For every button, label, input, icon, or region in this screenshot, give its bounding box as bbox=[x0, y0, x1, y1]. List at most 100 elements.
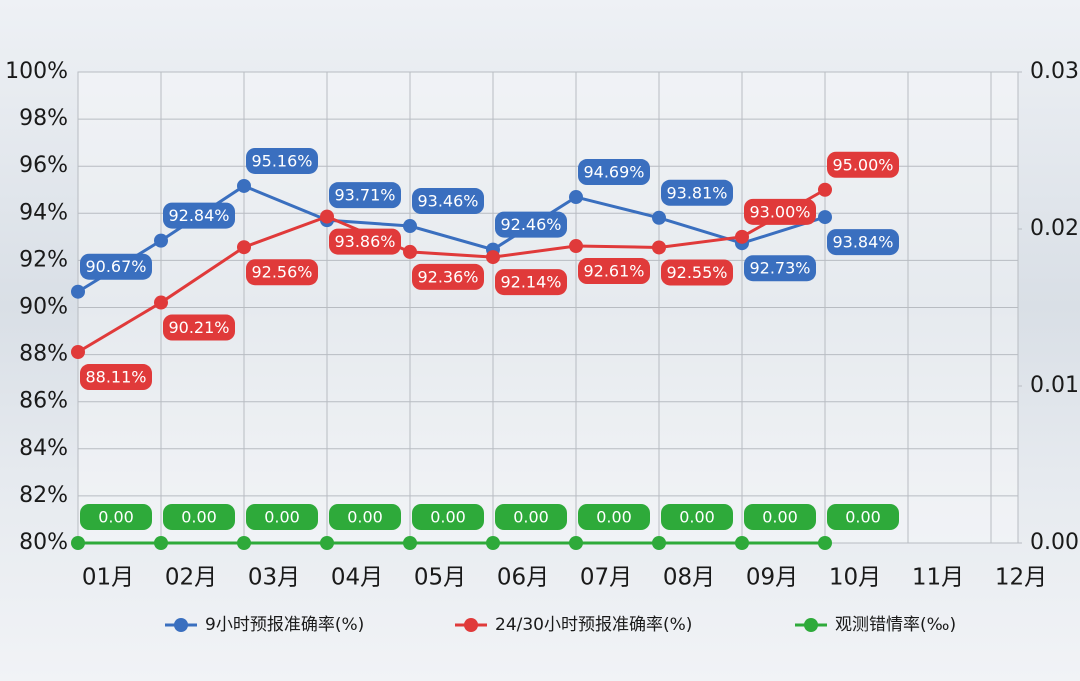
data-point bbox=[735, 536, 749, 550]
data-label: 90.67% bbox=[85, 257, 146, 276]
label-bubble bbox=[661, 504, 733, 530]
y-tick-label: 100% bbox=[5, 59, 68, 84]
data-point bbox=[403, 244, 417, 259]
data-point bbox=[569, 536, 583, 550]
data-point bbox=[569, 190, 583, 205]
label-bubble bbox=[246, 259, 318, 286]
label-bubble bbox=[495, 504, 567, 530]
label-bubble bbox=[744, 504, 816, 530]
data-label: 92.61% bbox=[583, 262, 644, 281]
y2-tick-label: 0.02 bbox=[1030, 216, 1079, 241]
legend-marker bbox=[464, 618, 478, 632]
label-bubble bbox=[412, 188, 484, 215]
legend-marker bbox=[804, 618, 818, 632]
label-bubble bbox=[163, 504, 235, 530]
y-tick-label: 96% bbox=[19, 153, 68, 178]
label-bubble bbox=[578, 159, 650, 186]
data-point bbox=[652, 210, 666, 225]
data-label: 92.55% bbox=[666, 263, 727, 282]
label-bubble bbox=[163, 202, 235, 229]
label-bubble bbox=[578, 504, 650, 530]
data-point bbox=[818, 182, 832, 197]
data-label: 0.00 bbox=[181, 508, 217, 527]
x-tick-label: 10月 bbox=[829, 565, 881, 591]
x-tick-label: 07月 bbox=[580, 565, 632, 591]
label-bubble bbox=[80, 504, 152, 530]
data-label: 92.84% bbox=[168, 206, 229, 225]
label-bubble bbox=[744, 198, 816, 225]
label-bubble bbox=[827, 504, 899, 530]
data-label: 0.00 bbox=[845, 508, 881, 527]
data-label: 0.00 bbox=[264, 508, 300, 527]
x-tick-label: 09月 bbox=[746, 565, 798, 591]
data-label: 93.86% bbox=[334, 232, 395, 251]
label-bubble bbox=[744, 255, 816, 282]
data-point bbox=[818, 210, 832, 225]
x-tick-label: 08月 bbox=[663, 565, 715, 591]
label-bubble bbox=[661, 179, 733, 206]
data-label: 93.00% bbox=[749, 202, 810, 221]
data-label: 92.73% bbox=[749, 259, 810, 278]
x-tick-label: 12月 bbox=[995, 565, 1047, 591]
data-point bbox=[71, 284, 85, 299]
label-bubble bbox=[578, 258, 650, 285]
data-point bbox=[735, 229, 749, 244]
data-point bbox=[403, 536, 417, 550]
data-label: 93.46% bbox=[417, 192, 478, 211]
data-label: 95.16% bbox=[251, 151, 312, 170]
x-tick-label: 01月 bbox=[82, 565, 134, 591]
legend-label: 9小时预报准确率(%) bbox=[205, 615, 364, 635]
label-bubble bbox=[329, 504, 401, 530]
y2-tick-label: 0.03 bbox=[1030, 59, 1079, 84]
y-tick-label: 84% bbox=[19, 436, 68, 461]
x-tick-label: 04月 bbox=[331, 565, 383, 591]
label-bubble bbox=[827, 151, 899, 178]
data-label: 92.56% bbox=[251, 263, 312, 282]
data-point bbox=[237, 240, 251, 255]
data-label: 93.71% bbox=[334, 186, 395, 205]
data-label: 0.00 bbox=[596, 508, 632, 527]
data-label: 92.46% bbox=[500, 215, 561, 234]
data-point bbox=[486, 536, 500, 550]
legend-label: 24/30小时预报准确率(%) bbox=[495, 615, 692, 635]
label-bubble bbox=[827, 229, 899, 256]
data-label: 0.00 bbox=[347, 508, 383, 527]
data-point bbox=[154, 536, 168, 550]
series-line bbox=[77, 188, 826, 354]
y-tick-label: 80% bbox=[19, 530, 68, 555]
data-label: 95.00% bbox=[832, 155, 893, 174]
data-point bbox=[569, 239, 583, 254]
data-point bbox=[154, 233, 168, 248]
label-bubble bbox=[329, 228, 401, 255]
data-label: 90.21% bbox=[168, 318, 229, 337]
data-point bbox=[237, 178, 251, 193]
data-label: 93.81% bbox=[666, 183, 727, 202]
label-bubble bbox=[246, 504, 318, 530]
data-point bbox=[818, 536, 832, 550]
data-label: 94.69% bbox=[583, 163, 644, 182]
data-point bbox=[652, 240, 666, 255]
legend-marker bbox=[174, 618, 188, 632]
data-label: 0.00 bbox=[98, 508, 134, 527]
label-bubble bbox=[495, 269, 567, 296]
data-label: 0.00 bbox=[762, 508, 798, 527]
label-bubble bbox=[412, 504, 484, 530]
label-bubble bbox=[495, 211, 567, 238]
y-tick-label: 86% bbox=[19, 389, 68, 414]
data-label: 92.36% bbox=[417, 267, 478, 286]
x-tick-label: 06月 bbox=[497, 565, 549, 591]
y-tick-label: 98% bbox=[19, 106, 68, 131]
data-label: 0.00 bbox=[430, 508, 466, 527]
data-point bbox=[320, 536, 334, 550]
data-point bbox=[403, 219, 417, 234]
data-point bbox=[71, 536, 85, 550]
data-point bbox=[486, 250, 500, 265]
y-tick-label: 88% bbox=[19, 342, 68, 367]
y-tick-label: 94% bbox=[19, 200, 68, 225]
x-tick-label: 03月 bbox=[248, 565, 300, 591]
data-point bbox=[652, 536, 666, 550]
y2-tick-label: 0.00 bbox=[1030, 530, 1079, 555]
data-label: 88.11% bbox=[85, 368, 146, 387]
